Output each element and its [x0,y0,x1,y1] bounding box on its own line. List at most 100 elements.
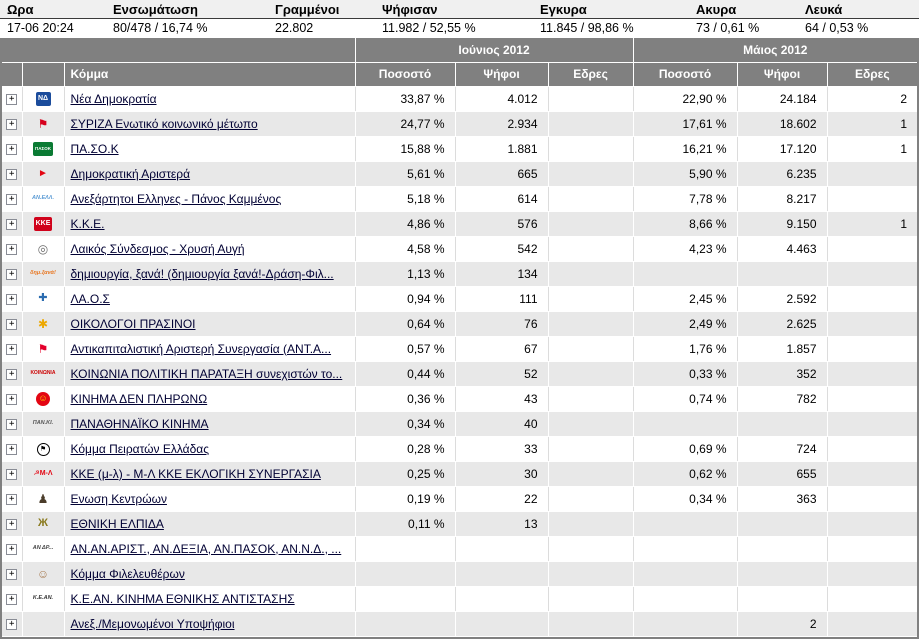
jun-seats-cell [548,461,634,487]
table-row: + ◎ Λαικός Σύνδεσμος - Χρυσή Αυγή 4,58 %… [2,236,918,262]
table-row: + δημ.ξανά! δημιουργία, ξανά! (δημιουργί… [2,261,918,287]
enosi-kentroon-person-icon: ♟ [37,491,49,506]
party-link[interactable]: Νέα Δημοκρατία [70,91,157,106]
column-header-may-seats: Εδρες [826,62,918,87]
party-link[interactable]: Αντικαπιταλιστική Αριστερή Συνεργασία (Α… [70,341,332,356]
party-link[interactable]: Ανεξ./Μεμονωμένοι Υποψήφιοι [70,616,235,631]
expand-row-button[interactable]: + [6,168,18,180]
jun-percent-cell: 0,64 % [355,311,456,337]
expand-row-button[interactable]: + [6,218,18,230]
expand-row-button[interactable]: + [6,493,18,505]
expand-row-button[interactable]: + [6,118,18,130]
jun-seats-cell [548,486,634,512]
may-seats-cell [827,236,918,262]
may-seats-cell [827,536,918,562]
may-seats-cell: 2 [827,86,918,112]
nea-dimokratia-flag-icon: ΝΔ [35,91,51,106]
laos-cross-icon: ✚ [38,292,48,305]
party-link[interactable]: Κόμμα Πειρατών Ελλάδας [70,441,210,456]
jun-votes-cell [455,586,549,612]
stat-value-integration: 80/478 / 16,74 % [113,21,208,35]
may-votes-cell: 2 [737,611,828,637]
party-link[interactable]: ΚΙΝΗΜΑ ΔΕΝ ΠΛΗΡΩΝΩ [70,391,208,406]
may-percent-cell: 5,90 % [633,161,738,187]
may-votes-cell: 2.625 [737,311,828,337]
may-votes-cell: 352 [737,361,828,387]
party-link[interactable]: ΚΟΙΝΩΝΙΑ ΠΟΛΙΤΙΚΗ ΠΑΡΑΤΑΞΗ συνεχιστών το… [70,366,343,381]
jun-votes-cell: 4.012 [455,86,549,112]
may-percent-cell: 4,23 % [633,236,738,262]
jun-seats-cell [548,561,634,587]
jun-percent-cell: 5,18 % [355,186,456,212]
jun-percent-cell: 0,11 % [355,511,456,537]
may-votes-cell [737,511,828,537]
party-link[interactable]: ΛΑ.Ο.Σ [70,291,110,306]
expand-row-button[interactable]: + [6,268,18,280]
expand-row-button[interactable]: + [6,418,18,430]
jun-votes-cell [455,561,549,587]
expand-row-button[interactable]: + [6,368,18,380]
table-row: + ΑΝ.ΕΛΛ. Ανεξάρτητοι Ελληνες - Πάνος Κα… [2,186,918,212]
expand-row-button[interactable]: + [6,93,18,105]
expand-row-button[interactable]: + [6,243,18,255]
may-seats-cell [827,511,918,537]
stat-value-voted: 11.982 / 52,55 % [382,21,476,35]
may-percent-cell: 2,45 % [633,286,738,312]
may-seats-cell [827,161,918,187]
expand-row-button[interactable]: + [6,443,18,455]
jun-percent-cell [355,536,456,562]
party-link[interactable]: Ενωση Κεντρώων [70,491,167,506]
party-link[interactable]: Ανεξάρτητοι Ελληνες - Πάνος Καμμένος [70,191,282,206]
jun-votes-cell: 665 [455,161,549,187]
expand-row-button[interactable]: + [6,143,18,155]
jun-votes-cell: 67 [455,336,549,362]
expand-row-button[interactable]: + [6,293,18,305]
table-row: + ΑΝ ΔΡ... ΑΝ.ΑΝ.ΑΡΙΣΤ., ΑΝ.ΔΕΞΙΑ, ΑΝ.ΠΑ… [2,536,918,562]
may-percent-cell [633,586,738,612]
party-link[interactable]: ΣΥΡΙΖΑ Ενωτικό κοινωνικό μέτωπο [70,116,258,131]
expand-row-button[interactable]: + [6,468,18,480]
jun-percent-cell: 0,34 % [355,411,456,437]
may-percent-cell: 0,74 % [633,386,738,412]
expand-row-button[interactable]: + [6,568,18,580]
expand-row-button[interactable]: + [6,618,18,630]
table-row: + ☺ ΚΙΝΗΜΑ ΔΕΝ ΠΛΗΡΩΝΩ 0,36 % 43 0,74 % … [2,386,918,412]
jun-percent-cell: 5,61 % [355,161,456,187]
party-link[interactable]: ΕΘΝΙΚΗ ΕΛΠΙΔΑ [70,516,164,531]
jun-votes-cell: 33 [455,436,549,462]
jun-percent-cell [355,611,456,637]
expand-row-button[interactable]: + [6,318,18,330]
jun-seats-cell [548,211,634,237]
party-link[interactable]: ΠΑΝΑΘΗΝΑΪΚΟ ΚΙΝΗΜΑ [70,416,209,431]
jun-percent-cell: 1,13 % [355,261,456,287]
dimiourgia-xana-text-icon: δημ.ξανά! [30,270,56,277]
table-row: + ✱ ΟΙΚΟΛΟΓΟΙ ΠΡΑΣΙΝΟΙ 0,64 % 76 2,49 % … [2,311,918,337]
expand-row-button[interactable]: + [6,593,18,605]
party-link[interactable]: Κ.Κ.Ε. [70,216,105,231]
group-header-june-2012: Ιούνιος 2012 [354,38,634,63]
may-votes-cell [737,561,828,587]
party-link[interactable]: ΚΚΕ (μ-λ) - Μ-Λ ΚΚΕ ΕΚΛΟΓΙΚΗ ΣΥΝΕΡΓΑΣΙΑ [70,466,321,481]
may-percent-cell: 2,49 % [633,311,738,337]
party-link[interactable]: Κόμμα Φιλελευθέρων [70,566,185,581]
expand-row-button[interactable]: + [6,193,18,205]
jun-votes-cell: 576 [455,211,549,237]
expand-row-button[interactable]: + [6,518,18,530]
party-link[interactable]: Δημοκρατική Αριστερά [70,166,191,181]
party-link[interactable]: δημιουργία, ξανά! (δημιουργία ξανά!-Δράσ… [70,266,334,281]
jun-seats-cell [548,311,634,337]
expand-row-button[interactable]: + [6,393,18,405]
expand-row-button[interactable]: + [6,543,18,555]
may-votes-cell: 363 [737,486,828,512]
jun-votes-cell: 40 [455,411,549,437]
party-link[interactable]: ΑΝ.ΑΝ.ΑΡΙΣΤ., ΑΝ.ΔΕΞΙΑ, ΑΝ.ΠΑΣΟΚ, ΑΝ.Ν.Δ… [70,541,342,556]
party-link[interactable]: Κ.Ε.ΑΝ. ΚΙΝΗΜΑ ΕΘΝΙΚΗΣ ΑΝΤΙΣΤΑΣΗΣ [70,591,295,606]
party-link[interactable]: ΠΑ.ΣΟ.Κ [70,141,119,156]
stat-label-blank: Λευκά [805,2,843,17]
expand-row-button[interactable]: + [6,343,18,355]
party-link[interactable]: Λαικός Σύνδεσμος - Χρυσή Αυγή [70,241,245,256]
ethniki-elpida-eagle-icon: Ж [38,517,48,530]
party-link[interactable]: ΟΙΚΟΛΟΓΟΙ ΠΡΑΣΙΝΟΙ [70,316,196,331]
may-percent-cell: 22,90 % [633,86,738,112]
may-percent-cell [633,411,738,437]
